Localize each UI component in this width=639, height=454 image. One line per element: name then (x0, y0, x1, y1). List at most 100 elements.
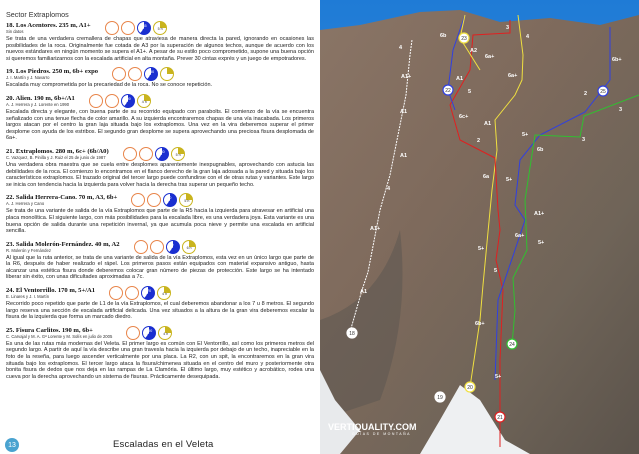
clock-icon: 5 h (179, 193, 194, 208)
route-number-marker (346, 327, 358, 339)
clock-icon (160, 67, 175, 82)
route-description: Al igual que la ruta anterior, se trata … (6, 254, 314, 281)
pitch-grade-label: 4 (387, 186, 391, 192)
pitch-grade-label: 3 (619, 107, 622, 113)
route-title: 24. El Ventorrillo. 170 m, 5+/A1 (6, 287, 96, 295)
route-authors: A. J. Herrera y Cano (6, 201, 45, 207)
pitch-grade-label: 5 (468, 89, 471, 95)
pitch-grade-label: 2 (584, 91, 587, 97)
pitch-grade-label: 6c+ (459, 114, 468, 120)
route-authors: R. Molerón y Fernández (6, 247, 51, 253)
route-description: Recorrido poco repetido que parte de L1 … (6, 301, 314, 321)
route-time: 5 h (175, 152, 181, 157)
route-authors: Sin datos (6, 29, 24, 34)
stirrups-icon (88, 93, 103, 108)
pitch-grade-label: 5+ (538, 240, 544, 246)
pitch-grade-label: A1 (360, 289, 367, 295)
route-entry: 24. El Ventorrillo. 170 m, 5+/A1 E. Lina… (6, 286, 314, 321)
route-entry: 19. Los Piedros. 250 m, 6b+ expo J. I. M… (6, 67, 314, 89)
route-heading: 19. Los Piedros. 250 m, 6b+ expo J. I. M… (6, 68, 98, 80)
logo-subtitle: GUÍAS DE MONTAÑA (352, 432, 411, 436)
route-header: 19. Los Piedros. 250 m, 6b+ expo J. I. M… (6, 67, 314, 82)
route-time: 4 h (141, 99, 147, 104)
route-topo-photo: 18 19 20 21 22 23 24 25 4 A1+ A1 A1 4 A1+ A1 6b A2 A1 5 6c+… (320, 0, 639, 454)
route-title: 21. Extraplomos. 280 m, 6c+ (6b/A0) (6, 147, 109, 155)
route-title: 23. Salida Molerón-Fernández. 40 m, A2 (6, 240, 120, 248)
pitch-grade-label: 5 (494, 268, 497, 274)
footer-title: Escaladas en el Veleta (113, 439, 214, 450)
route-description: Se trata de una variante de salida de la… (6, 208, 314, 235)
route-header: 20. Alien. 190 m, 6b+/A1 A. J. Herrera y… (6, 93, 314, 108)
route-number-marker (442, 84, 454, 96)
route-icons: 280 5 h (122, 146, 185, 161)
rock-face (320, 10, 639, 454)
bolt-icon (104, 93, 119, 108)
clock-icon: 5 h (170, 146, 185, 161)
length-icon: 70 (163, 193, 178, 208)
route-length: 190 (124, 96, 131, 101)
length-icon: 235 (136, 21, 151, 35)
route-length: 190 (146, 328, 153, 333)
topo-svg: 18192021222324254A1+A1A14A1+A16bA2A156c+… (320, 0, 639, 454)
route-title: 19. Los Piedros. 250 m, 6b+ expo (6, 68, 99, 76)
stirrups-icon (104, 21, 119, 35)
route-header: 25. Fisura Carlitos. 190 m, 6b+ C. Carva… (6, 325, 314, 340)
pitch-grade-label: 6a+ (515, 233, 524, 239)
pitch-grade-label: 6b (440, 33, 447, 39)
route-icons: 190 4 h (88, 93, 151, 108)
route-header: 21. Extraplomos. 280 m, 6c+ (6b/A0) C. V… (6, 146, 314, 161)
clock-icon: 4 h (157, 286, 172, 301)
route-line-24 (511, 94, 639, 346)
route-icons: 40 6 h (133, 239, 196, 254)
route-entry: 23. Salida Molerón-Fernández. 40 m, A2 R… (6, 239, 314, 281)
pitch-grade-label: A1 (400, 109, 407, 115)
route-header: 24. El Ventorrillo. 170 m, 5+/A1 E. Lina… (6, 286, 314, 301)
route-icons: 235 5 h (104, 21, 167, 35)
route-entry: 21. Extraplomos. 280 m, 6c+ (6b/A0) C. V… (6, 146, 314, 188)
length-icon: 170 (141, 286, 156, 301)
pitons-icon (149, 239, 164, 254)
route-number-marker (494, 411, 506, 423)
clock-icon: 4 h (158, 325, 173, 340)
route-number-marker (597, 85, 609, 97)
route-number: 22 (445, 88, 451, 94)
route-heading: 23. Salida Molerón-Fernández. 40 m, A2 R… (6, 241, 120, 253)
length-icon: 250 (144, 67, 159, 82)
route-list: 18. Los Acentores. 235 m, A1+ Sin datos … (6, 21, 314, 386)
route-heading: 21. Extraplomos. 280 m, 6c+ (6b/A0) C. V… (6, 148, 109, 160)
bolt-icon (112, 67, 127, 82)
logo-text: VERTIQUALITY.COM (328, 422, 417, 432)
pitch-grade-label: 3 (582, 137, 585, 143)
route-length: 40 (169, 242, 174, 247)
route-line-18 (349, 39, 413, 333)
route-number: 20 (467, 385, 473, 391)
route-entry: 22. Salida Herrera-Cano. 70 m, A3, 6b+ A… (6, 193, 314, 235)
stirrups-icon (133, 239, 148, 254)
route-time: 6 h (186, 245, 192, 250)
route-title: 20. Alien. 190 m, 6b+/A1 (6, 94, 75, 102)
clock-icon: 4 h (136, 93, 151, 108)
pitch-grade-label: 6b+ (475, 321, 485, 327)
pitch-grade-label: 6b+ (612, 57, 622, 63)
pitch-grade-label: 4 (399, 45, 403, 51)
route-number: 23 (461, 36, 467, 42)
route-description: Se trata de una verdadera cremallera de … (6, 36, 314, 62)
route-icons: 170 4 h (109, 286, 172, 301)
snow-patch (420, 385, 530, 454)
length-icon: 190 (120, 93, 135, 108)
pitons-icon (128, 67, 143, 82)
route-number-marker (464, 381, 476, 393)
route-icons: 70 5 h (131, 193, 194, 208)
route-number-marker (506, 338, 518, 350)
stirrups-icon (122, 146, 137, 161)
length-icon: 280 (154, 146, 169, 161)
length-icon: 40 (165, 239, 180, 254)
route-line-22 (447, 14, 466, 111)
pitch-grade-label: A2 (470, 48, 477, 54)
vertiquality-logo: VERTIQUALITY.COM GUÍAS DE MONTAÑA (328, 422, 417, 436)
route-number: 21 (497, 415, 503, 421)
route-authors: A. J. Herrera y J. Lorente en 1990 (6, 101, 70, 107)
bolt-icon (138, 146, 153, 161)
pitons-icon (126, 325, 141, 340)
pitch-grade-label: 2 (477, 138, 480, 144)
